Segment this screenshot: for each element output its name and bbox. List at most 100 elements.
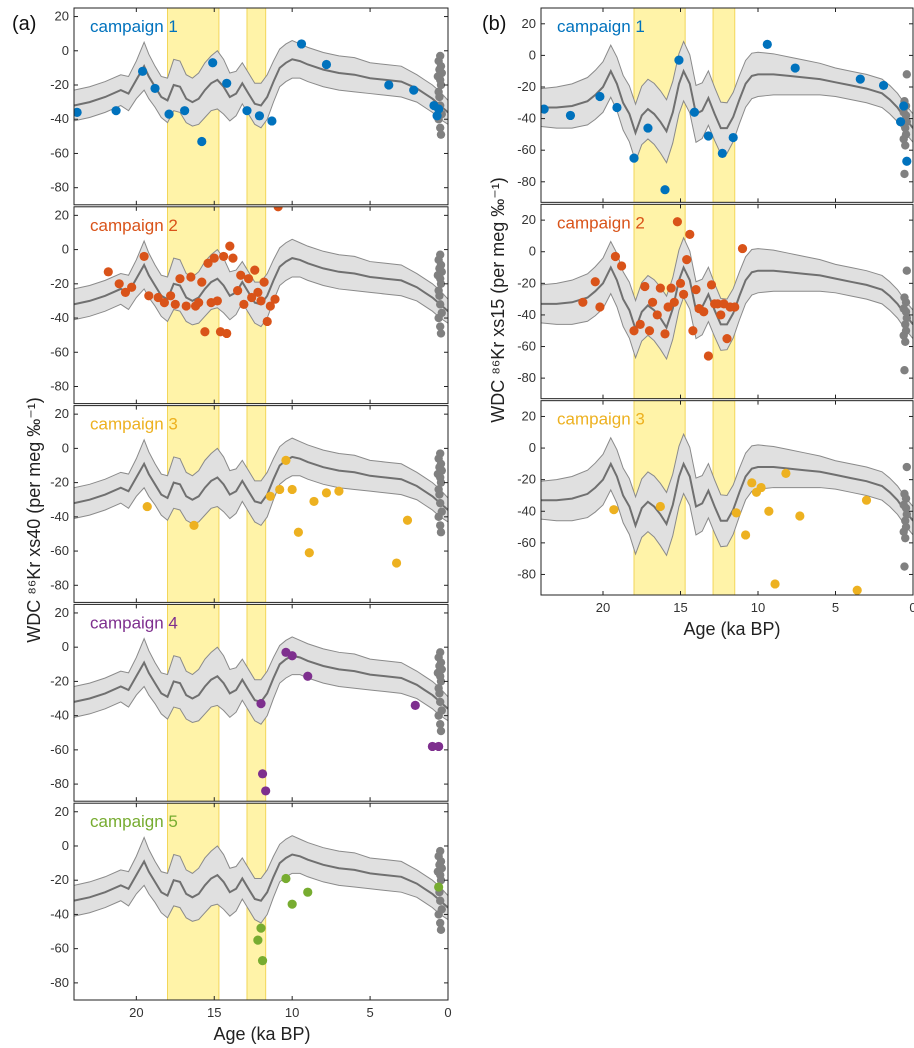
gray-data-point	[435, 490, 444, 499]
data-point	[197, 136, 207, 147]
data-point	[391, 558, 402, 568]
band-lower-edge	[74, 77, 448, 129]
data-point	[254, 111, 265, 121]
gray-data-point	[436, 123, 445, 132]
gray-data-point	[901, 533, 910, 543]
model-curve	[541, 461, 913, 529]
y-tick-label: -20	[50, 872, 69, 887]
data-point	[790, 63, 800, 73]
gray-data-point	[436, 498, 445, 508]
y-tick-label: -80	[517, 566, 536, 581]
data-point	[741, 530, 751, 540]
gray-data-point	[901, 307, 911, 316]
data-point	[170, 299, 180, 309]
data-point	[716, 310, 726, 320]
data-point	[669, 297, 679, 307]
data-point	[181, 301, 191, 311]
gray-data-point	[435, 291, 444, 300]
plot-area	[74, 405, 448, 603]
gray-data-point	[436, 925, 446, 935]
data-point	[855, 74, 865, 84]
y-axis-label-b: WDC ⁸⁶Kr xs15 (per meg ‰⁻¹)	[488, 177, 508, 423]
data-point	[194, 298, 204, 308]
a-subplot-2: 20 0 -20 -40 -60 -80 campaign 2	[50, 206, 449, 405]
data-point	[142, 501, 152, 512]
data-point	[189, 520, 199, 530]
panel-a: 20 0 -20 -40 -60 -80 campaign 1 20 0 -20 -40 -60 -80…	[50, 7, 452, 1020]
gray-data-point	[901, 141, 910, 150]
gray-data-point	[436, 726, 446, 736]
y-tick-label: -40	[50, 509, 69, 524]
data-point	[203, 258, 213, 268]
data-point	[225, 241, 235, 251]
data-point	[617, 261, 627, 271]
data-point	[137, 66, 148, 76]
data-point	[334, 486, 344, 496]
data-point	[728, 132, 738, 143]
uncertainty-band	[74, 438, 448, 526]
x-tick-label: 0	[909, 600, 914, 615]
y-tick-label: 20	[55, 605, 69, 620]
data-point	[275, 484, 285, 495]
data-point	[236, 270, 246, 280]
y-tick-label: 0	[62, 639, 69, 654]
gray-data-point	[435, 92, 444, 102]
data-point	[629, 153, 639, 163]
data-point	[899, 101, 909, 111]
data-point	[434, 104, 444, 114]
data-point	[722, 334, 732, 344]
data-point	[703, 351, 714, 361]
data-point	[902, 156, 912, 166]
x-tick-label: 10	[285, 1005, 299, 1020]
gray-data-point	[901, 298, 911, 307]
data-point	[186, 272, 196, 282]
gray-data-point	[902, 117, 911, 126]
gray-data-point	[434, 910, 443, 919]
data-point	[434, 741, 444, 752]
plot-area	[541, 400, 913, 595]
y-tick-label: -80	[50, 180, 69, 195]
series-label: campaign 2	[557, 213, 645, 232]
data-point	[233, 286, 243, 296]
x-axis-label-a: Age (ka BP)	[213, 1024, 310, 1044]
data-point	[861, 495, 872, 505]
gray-data-point	[435, 689, 444, 698]
data-point	[590, 277, 600, 287]
data-point	[222, 78, 232, 88]
x-tick-label: 10	[751, 600, 765, 615]
data-point	[640, 281, 650, 292]
y-tick-label: -60	[50, 145, 69, 160]
gray-data-point	[434, 512, 443, 522]
model-curve	[541, 68, 913, 136]
data-point	[257, 769, 268, 779]
model-curve	[74, 853, 448, 909]
data-point	[764, 506, 774, 516]
y-tick-label: 0	[62, 838, 69, 853]
x-tick-label: 15	[207, 1005, 221, 1020]
gray-data-point	[902, 266, 911, 275]
gray-data-point	[901, 111, 911, 120]
data-point	[242, 106, 252, 116]
model-curve	[541, 264, 913, 333]
band-lower-edge	[74, 674, 448, 725]
data-point	[197, 277, 207, 287]
gray-data-point	[901, 494, 911, 503]
data-point	[731, 508, 741, 518]
data-point	[180, 106, 190, 116]
y-tick-label: -60	[517, 142, 536, 157]
plot-area	[74, 8, 448, 205]
gray-data-point	[902, 510, 911, 519]
axes-frame	[540, 7, 914, 203]
data-point	[175, 274, 185, 284]
plot-area	[541, 8, 913, 203]
y-tick-label: -60	[517, 339, 536, 354]
data-point	[660, 329, 670, 339]
gray-data-point	[436, 300, 445, 309]
y-tick-label: 20	[522, 16, 536, 31]
y-tick-label: -40	[517, 111, 536, 126]
gray-data-point	[900, 562, 909, 571]
data-point	[281, 873, 291, 884]
data-point	[609, 505, 619, 515]
gray-data-point	[900, 169, 909, 179]
